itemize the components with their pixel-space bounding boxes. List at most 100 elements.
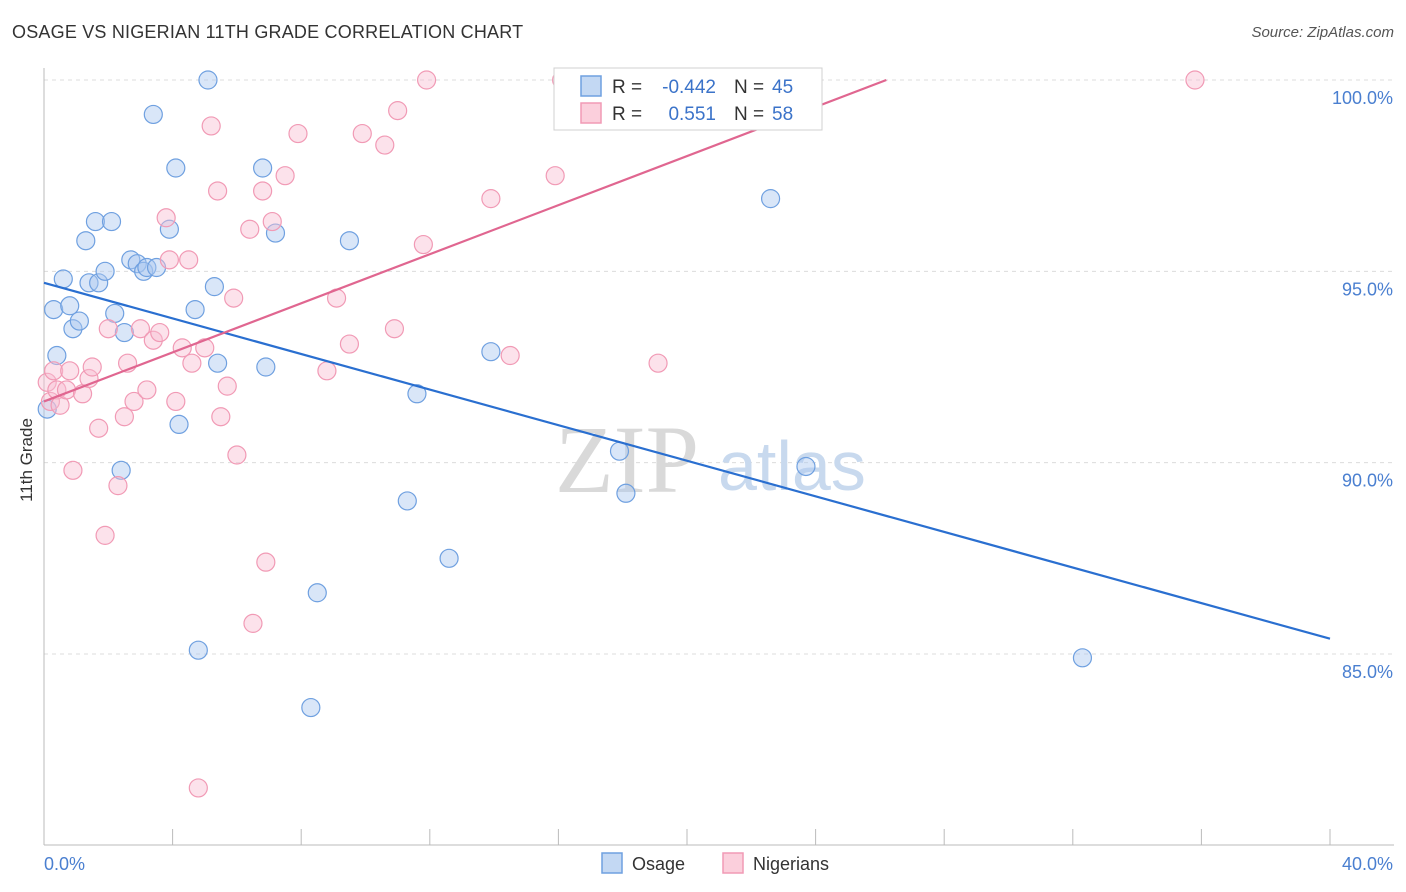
osage-point-33	[301, 697, 321, 718]
nigerians-point-21	[150, 322, 170, 343]
nigerians-point-7	[63, 460, 83, 480]
nigerians-point-18	[130, 319, 151, 339]
legend-swatch-osage-bottom	[601, 852, 623, 874]
nigerians-point-27	[182, 353, 202, 373]
osage-point-31	[256, 357, 276, 377]
osage-trend-line	[43, 281, 1331, 640]
osage-point-15	[114, 322, 134, 343]
nigerians-point-53	[500, 345, 520, 366]
nigerians-point-58	[1185, 70, 1205, 90]
nigerians-point-51	[416, 70, 437, 90]
nigerians-point-23	[159, 250, 179, 270]
osage-point-43	[796, 456, 816, 477]
nigerians-point-38	[253, 181, 273, 201]
nigerians-point-24	[166, 391, 186, 412]
chart-title: OSAGE VS NIGERIAN 11TH GRADE CORRELATION…	[12, 22, 524, 42]
osage-point-9	[85, 211, 106, 232]
osage-point-34	[307, 583, 327, 603]
osage-point-28	[204, 277, 224, 297]
osage-point-6	[69, 311, 89, 331]
x-tick-label-min: 0.0%	[44, 854, 85, 874]
nigerians-point-11	[89, 418, 109, 438]
nigerians-point-33	[217, 376, 237, 396]
nigerians-point-29	[195, 338, 215, 358]
legend-r-label-nigerians: R =	[612, 104, 642, 125]
nigerians-point-15	[114, 407, 134, 427]
osage-point-17	[127, 254, 147, 274]
nigerians-points	[37, 70, 1205, 798]
nigerians-point-39	[256, 552, 276, 572]
nigerians-point-54	[545, 166, 565, 186]
osage-point-29	[208, 353, 228, 373]
osage-point-27	[198, 70, 218, 90]
nigerians-point-40	[262, 211, 282, 232]
source-credit: Source: ZipAtlas.com	[1251, 24, 1394, 41]
nigerians-point-52	[481, 189, 501, 209]
osage-point-11	[95, 261, 115, 281]
nigerians-point-13	[98, 319, 118, 339]
legend-n-label-nigerians: N =	[734, 104, 764, 125]
nigerians-point-57	[648, 353, 668, 373]
y-tick-label-2: 95.0%	[1342, 279, 1393, 299]
nigerians-point-6	[60, 361, 80, 381]
y-tick-label-3: 100.0%	[1332, 88, 1393, 108]
trend-lines	[43, 78, 1331, 640]
osage-points	[37, 70, 1093, 718]
legend-n-label-osage: N =	[734, 77, 764, 98]
grid-lines	[44, 79, 1394, 655]
osage-point-8	[79, 273, 99, 293]
osage-point-22	[159, 219, 179, 239]
nigerians-point-37	[243, 613, 263, 633]
legend-n-value-nigerians: 58	[772, 104, 793, 125]
nigerians-point-20	[143, 330, 163, 350]
nigerians-point-49	[388, 101, 408, 121]
watermark-zip: ZIP	[555, 406, 699, 513]
osage-point-26	[188, 640, 208, 660]
nigerians-point-43	[317, 361, 337, 381]
legend-r-value-nigerians: 0.551	[668, 104, 716, 125]
osage-point-37	[407, 384, 427, 404]
nigerians-point-42	[288, 123, 308, 144]
osage-point-32	[265, 223, 286, 243]
nigerians-point-2	[44, 361, 64, 381]
x-tick-label-max: 40.0%	[1342, 854, 1393, 874]
nigerians-point-47	[375, 135, 395, 155]
correlation-legend: R = -0.442 N = 45 R = 0.551 N = 58	[553, 67, 823, 131]
nigerians-point-17	[124, 391, 144, 412]
y-tick-label-0: 85.0%	[1342, 662, 1393, 682]
nigerians-point-0	[37, 372, 57, 392]
watermark-atlas: atlas	[718, 427, 866, 505]
nigerians-point-34	[224, 288, 244, 308]
legend-swatch-osage	[580, 75, 602, 97]
osage-point-39	[481, 342, 501, 362]
osage-point-42	[760, 189, 781, 209]
nigerians-point-48	[384, 319, 405, 339]
osage-point-44	[1072, 648, 1093, 668]
nigerians-point-12	[95, 525, 115, 545]
nigerians-point-10	[82, 357, 102, 377]
osage-point-7	[76, 231, 96, 251]
nigerians-point-30	[201, 116, 221, 136]
osage-point-1	[44, 300, 64, 320]
nigerians-point-14	[108, 476, 128, 496]
nigerians-point-32	[211, 407, 231, 427]
osage-point-30	[253, 158, 273, 178]
osage-point-24	[169, 414, 189, 434]
y-axis-label: 11th Grade	[17, 418, 36, 502]
legend-label-osage: Osage	[632, 854, 685, 874]
osage-point-41	[616, 483, 636, 503]
nigerians-point-50	[413, 234, 433, 255]
osage-point-5	[63, 319, 83, 339]
nigerians-point-31	[208, 181, 228, 201]
osage-point-25	[185, 300, 205, 320]
legend-n-value-osage: 45	[772, 77, 793, 98]
osage-point-35	[339, 231, 360, 251]
legend-r-label-osage: R =	[612, 77, 642, 98]
osage-point-2	[47, 345, 67, 366]
watermark: ZIP atlas	[555, 406, 866, 513]
y-tick-labels: 85.0% 90.0% 95.0% 100.0%	[1332, 88, 1393, 682]
nigerians-point-35	[227, 445, 247, 465]
nigerians-point-41	[275, 166, 295, 186]
nigerians-point-19	[137, 380, 157, 400]
y-tick-label-1: 90.0%	[1342, 471, 1393, 491]
